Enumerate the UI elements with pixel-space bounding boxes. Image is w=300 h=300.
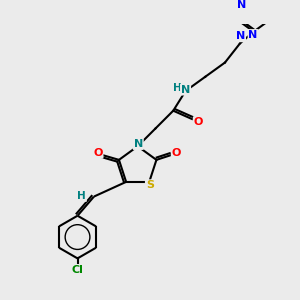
Text: N: N	[236, 31, 245, 41]
Text: N: N	[134, 139, 143, 149]
Text: O: O	[93, 148, 103, 158]
Text: H: H	[173, 83, 182, 93]
Text: N: N	[237, 0, 246, 10]
Text: O: O	[194, 117, 203, 127]
Text: O: O	[172, 148, 181, 158]
Text: H: H	[77, 191, 86, 201]
Text: N: N	[181, 85, 190, 94]
Text: Cl: Cl	[72, 265, 83, 275]
Text: S: S	[146, 180, 154, 190]
Text: N: N	[248, 30, 258, 40]
